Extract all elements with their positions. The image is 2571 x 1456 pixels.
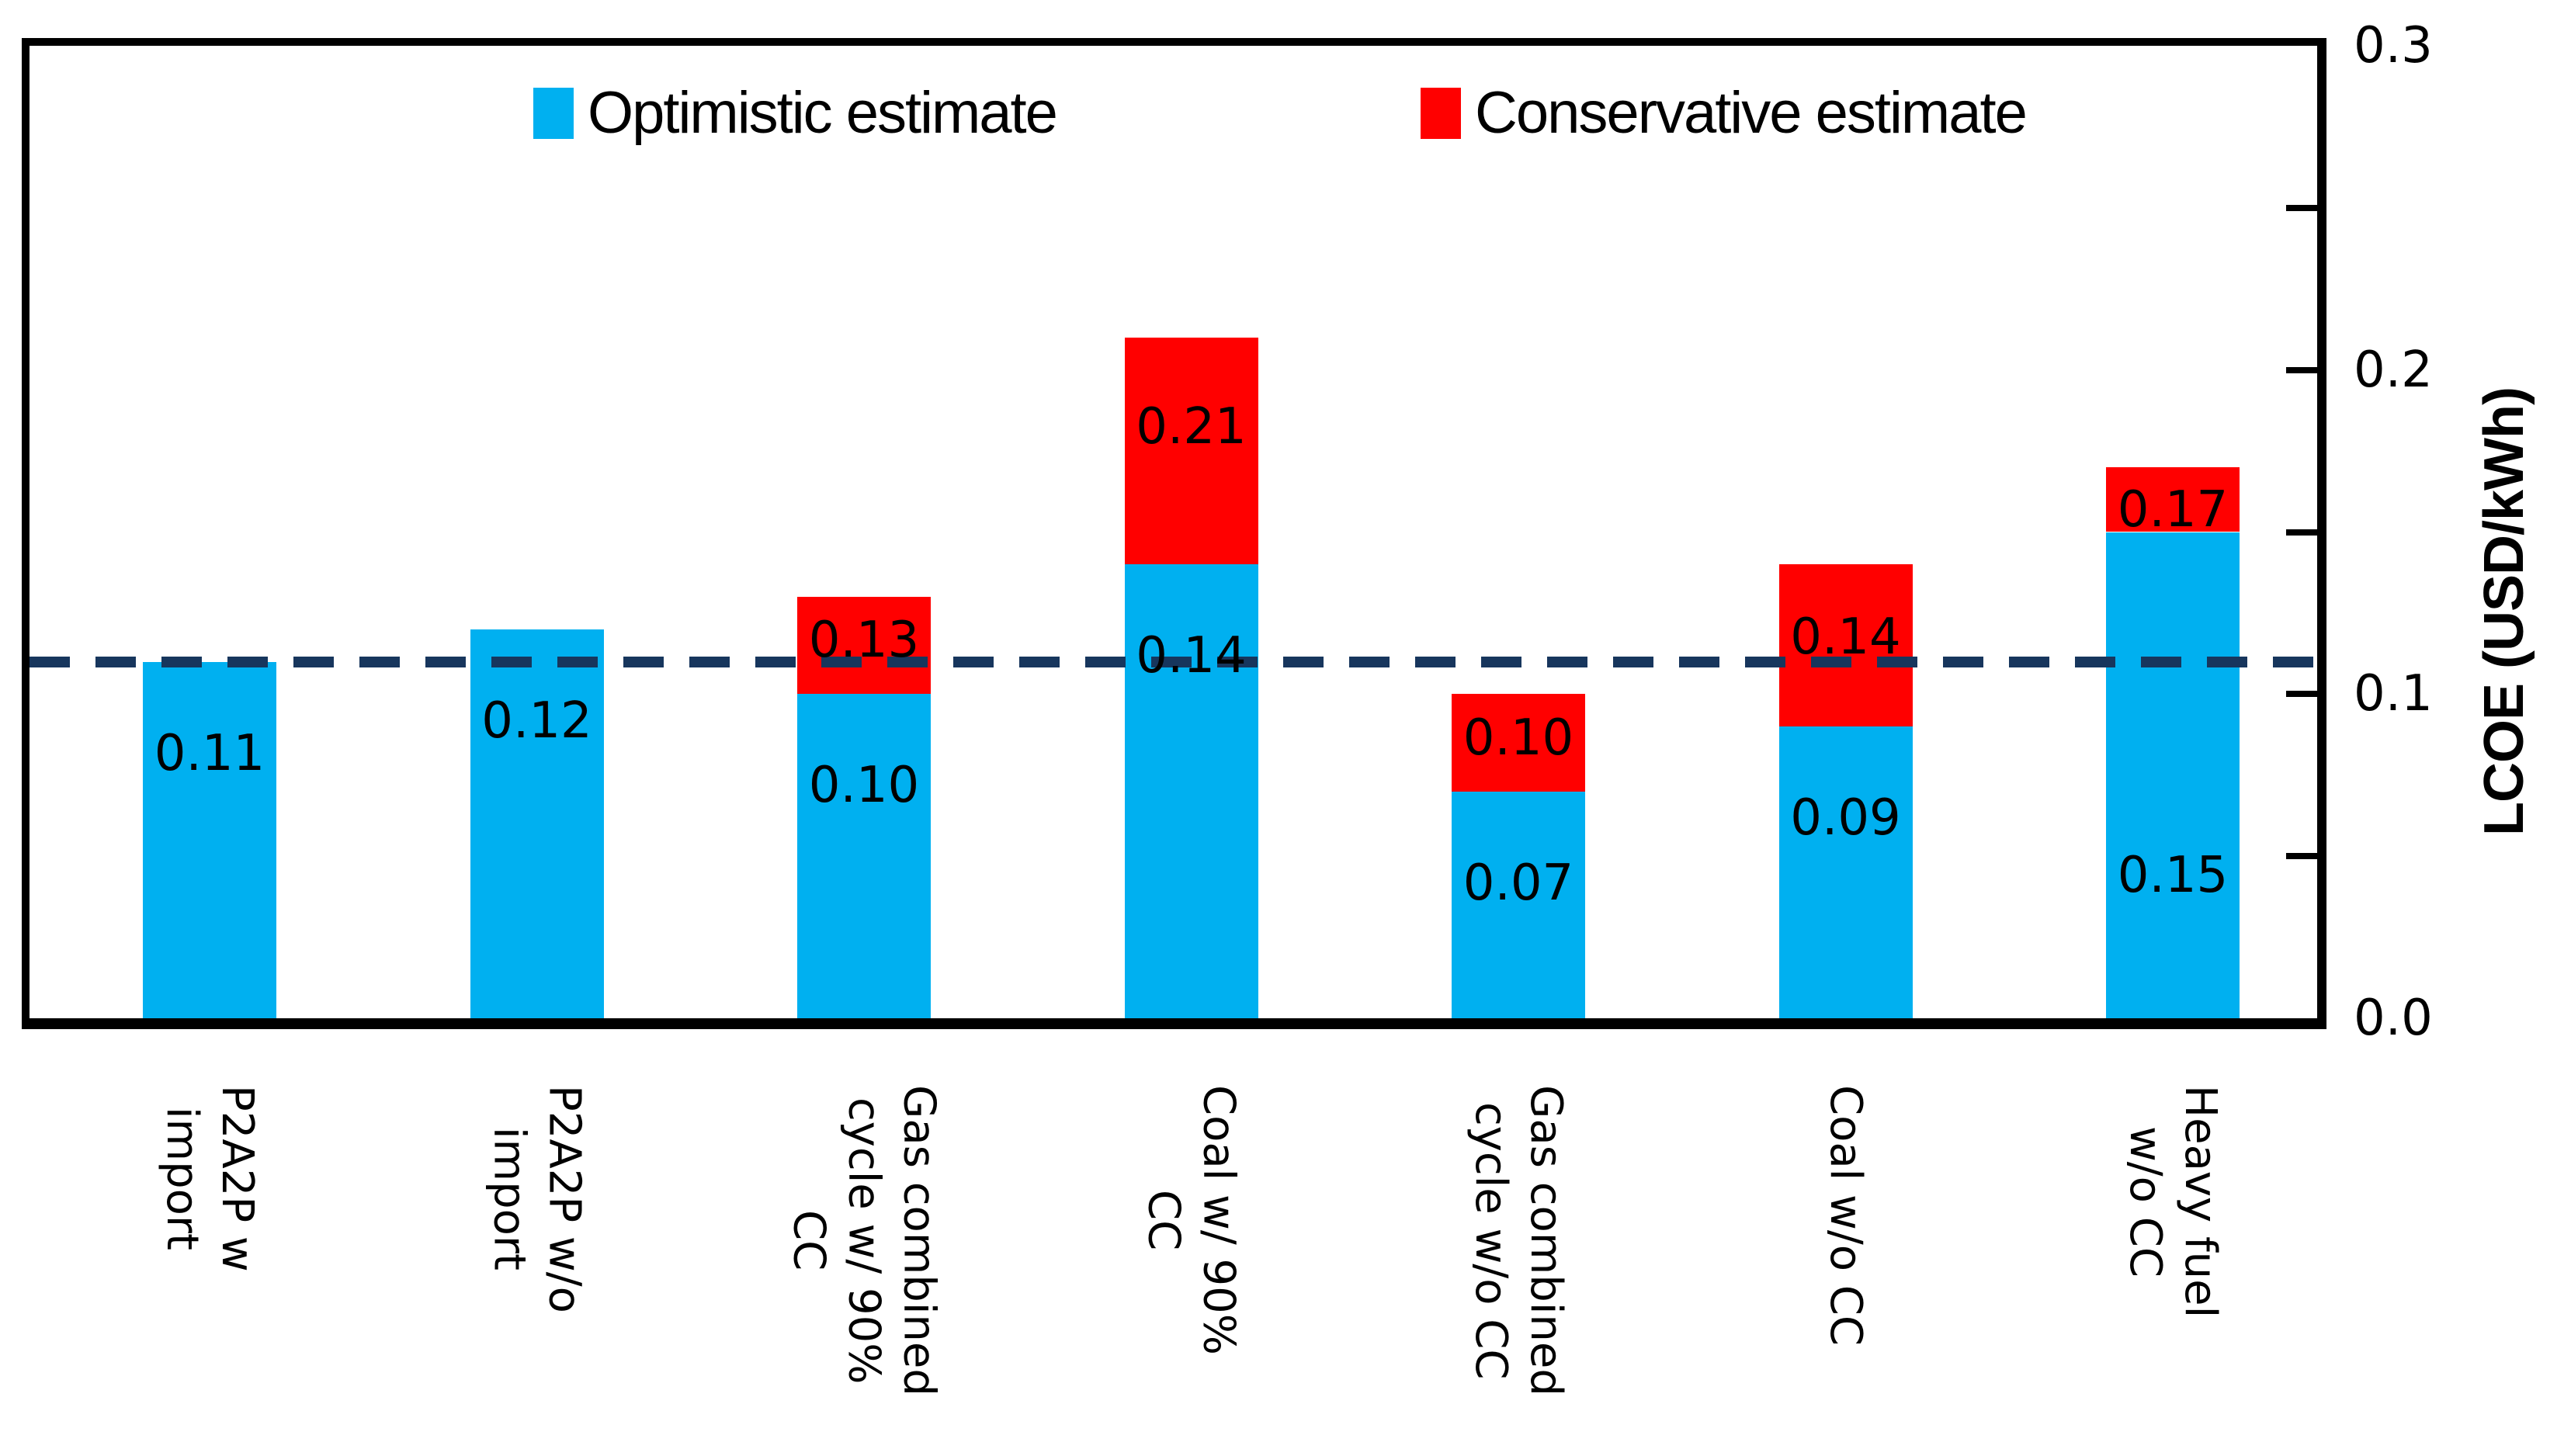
category-label: Gas combined cycle w/o CC [1466, 1085, 1572, 1396]
data-label-optimistic: 0.11 [154, 724, 265, 782]
bar-optimistic-segment [2106, 532, 2240, 1018]
y-axis-tick [2286, 529, 2317, 536]
data-label-optimistic: 0.10 [808, 757, 920, 815]
category-label: Coal w/ 90% CC [1138, 1085, 1244, 1355]
data-label-conservative: 0.14 [1790, 608, 1901, 667]
data-label-optimistic: 0.14 [1136, 627, 1247, 685]
bar-conservative-segment [797, 597, 931, 695]
bar-conservative-segment [1124, 337, 1258, 565]
bar-optimistic-segment [143, 661, 276, 1018]
data-label-optimistic: 0.09 [1790, 789, 1901, 848]
bar-optimistic-segment [1124, 564, 1258, 1018]
data-label-optimistic: 0.12 [481, 692, 592, 750]
y-axis-tick-label: 0.2 [2354, 341, 2433, 399]
data-label-optimistic: 0.15 [2117, 847, 2229, 905]
category-label: Coal w/o CC [1820, 1085, 1872, 1346]
y-axis-title: LCOE (USD/kWh) [2473, 387, 2535, 836]
legend-item-conservative: Conservative estimate [1421, 80, 2028, 146]
reference-dashed-line [29, 656, 2317, 667]
data-label-conservative: 0.13 [808, 612, 920, 670]
data-label-conservative: 0.17 [2117, 480, 2229, 539]
bar-conservative-segment [2106, 466, 2240, 532]
data-label-optimistic: 0.07 [1462, 854, 1574, 912]
category-label: P2A2P w/o import [484, 1085, 590, 1313]
legend: Optimistic estimate Conservative estimat… [0, 84, 2571, 146]
y-axis-tick [2286, 853, 2317, 860]
y-axis-tick [2286, 691, 2317, 698]
bar-optimistic-segment [1452, 791, 1585, 1018]
optimistic-swatch-icon [533, 88, 574, 139]
conservative-swatch-icon [1421, 88, 1461, 139]
bar-optimistic-segment [797, 694, 931, 1018]
y-axis-tick [2286, 366, 2317, 373]
y-axis-tick [2286, 204, 2317, 211]
data-label-conservative: 0.21 [1136, 397, 1247, 456]
y-axis-tick-label: 0.3 [2354, 17, 2433, 75]
bar-conservative-segment [1452, 694, 1585, 792]
data-label-conservative: 0.10 [1462, 709, 1574, 767]
legend-label-optimistic: Optimistic estimate [588, 80, 1058, 146]
legend-label-conservative: Conservative estimate [1475, 80, 2028, 146]
y-axis-tick-label: 0.0 [2354, 990, 2433, 1047]
bar-conservative-segment [1778, 564, 1913, 727]
y-axis-tick-label: 0.1 [2354, 665, 2433, 723]
bar-optimistic-segment [1778, 726, 1913, 1018]
bar-optimistic-segment [470, 629, 604, 1018]
category-label: Gas combined cycle w/ 90% CC [783, 1085, 945, 1396]
category-label: Heavy fuel w/o CC [2120, 1085, 2226, 1319]
category-label: P2A2P w import [157, 1085, 263, 1272]
legend-item-optimistic: Optimistic estimate [533, 80, 1058, 146]
